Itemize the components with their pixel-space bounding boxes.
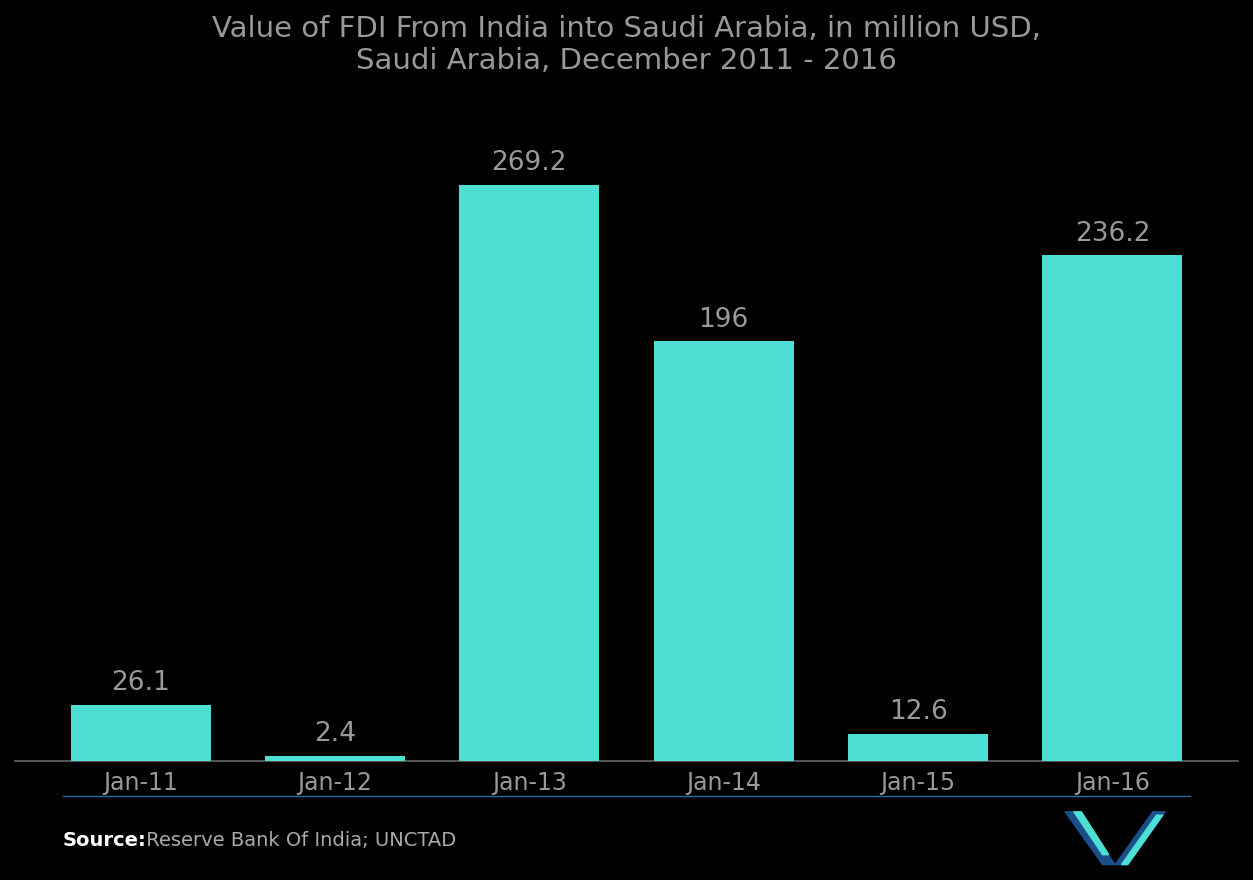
Bar [460, 185, 599, 761]
Text: 269.2: 269.2 [491, 150, 568, 176]
Bar [264, 756, 405, 761]
Text: Reserve Bank Of India; UNCTAD: Reserve Bank Of India; UNCTAD [140, 831, 456, 850]
Bar [848, 734, 989, 761]
Text: 26.1: 26.1 [112, 671, 170, 696]
Title: Value of FDI From India into Saudi Arabia, in million USD,
Saudi Arabia, Decembe: Value of FDI From India into Saudi Arabi… [212, 15, 1041, 76]
Polygon shape [1115, 811, 1165, 864]
Bar [70, 705, 211, 761]
Text: 12.6: 12.6 [888, 700, 947, 725]
Text: 2.4: 2.4 [315, 722, 356, 747]
Polygon shape [1121, 815, 1163, 864]
Text: 196: 196 [699, 307, 749, 333]
Text: 236.2: 236.2 [1075, 221, 1150, 246]
Text: Source:: Source: [63, 831, 147, 850]
Bar [654, 341, 793, 761]
Polygon shape [1065, 811, 1115, 864]
Polygon shape [1074, 811, 1109, 854]
Bar [1042, 255, 1183, 761]
